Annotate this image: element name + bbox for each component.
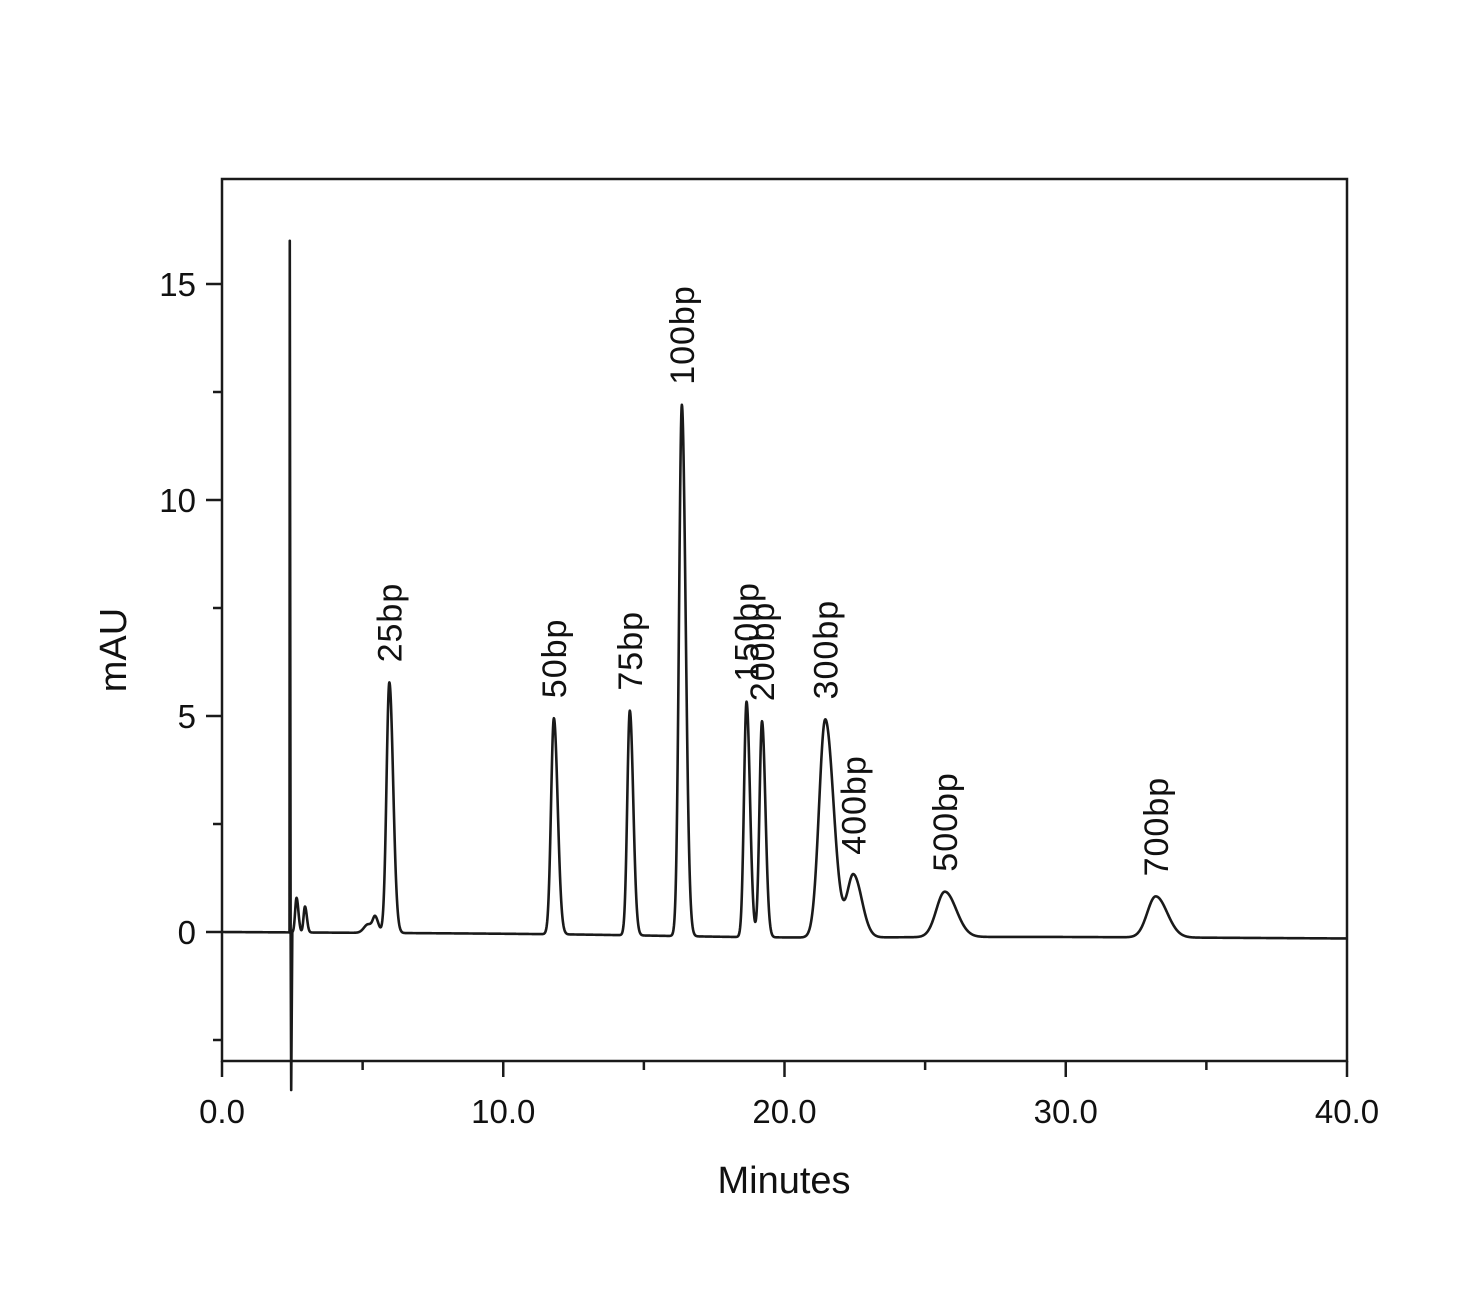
peak-label: 300bp xyxy=(807,600,845,700)
x-axis-tick-labels: 0.0 10.0 20.0 30.0 40.0 xyxy=(199,1093,1379,1130)
y-tick-label: 0 xyxy=(178,914,196,951)
peak-label: 100bp xyxy=(664,285,702,385)
y-axis-ticks xyxy=(206,282,222,1042)
x-tick-label: 40.0 xyxy=(1315,1093,1379,1130)
x-tick-label: 30.0 xyxy=(1034,1093,1098,1130)
y-axis-tick-labels: 0 5 10 15 xyxy=(159,266,196,951)
peak-label: 75bp xyxy=(612,611,650,691)
peak-label: 150bp xyxy=(729,582,767,682)
peak-label: 700bp xyxy=(1138,777,1176,877)
x-axis-ticks xyxy=(220,1061,1349,1077)
peak-label: 500bp xyxy=(927,772,965,872)
x-tick-label: 10.0 xyxy=(471,1093,535,1130)
y-tick-label: 15 xyxy=(159,266,196,303)
x-tick-label: 20.0 xyxy=(752,1093,816,1130)
peak-label: 50bp xyxy=(536,619,574,699)
y-tick-label: 10 xyxy=(159,482,196,519)
x-tick-label: 0.0 xyxy=(199,1093,245,1130)
peak-label: 200bp xyxy=(744,602,782,702)
peak-label: 25bp xyxy=(371,583,409,663)
chromatogram-trace xyxy=(220,239,1349,1092)
peak-label: 400bp xyxy=(835,755,873,855)
y-tick-label: 5 xyxy=(178,698,196,735)
y-axis-title: mAU xyxy=(93,608,135,692)
x-axis-title: Minutes xyxy=(717,1160,850,1202)
